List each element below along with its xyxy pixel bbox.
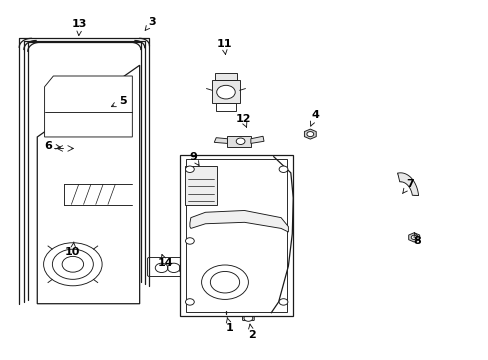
Polygon shape (397, 173, 418, 195)
FancyBboxPatch shape (184, 161, 208, 181)
FancyBboxPatch shape (147, 257, 181, 276)
Polygon shape (184, 166, 216, 205)
Circle shape (306, 132, 313, 136)
Text: 6: 6 (44, 141, 60, 151)
Circle shape (222, 310, 229, 315)
Text: 10: 10 (65, 242, 81, 257)
Text: 4: 4 (310, 111, 319, 126)
Polygon shape (189, 211, 288, 232)
Circle shape (185, 238, 194, 244)
Circle shape (279, 166, 287, 172)
Circle shape (410, 235, 416, 239)
Circle shape (185, 166, 194, 172)
Polygon shape (180, 155, 293, 316)
Text: 13: 13 (72, 19, 87, 36)
Bar (216, 103, 235, 111)
Text: 1: 1 (225, 317, 233, 333)
Text: 11: 11 (216, 39, 231, 55)
Polygon shape (44, 76, 132, 137)
Polygon shape (250, 136, 264, 143)
Text: 2: 2 (247, 324, 255, 340)
Bar (119, 217, 131, 225)
Bar (212, 80, 239, 103)
Text: 5: 5 (111, 96, 126, 107)
Polygon shape (214, 138, 227, 143)
Bar (62, 145, 73, 151)
Text: 9: 9 (189, 152, 199, 166)
Bar (242, 309, 254, 312)
Text: 12: 12 (235, 114, 250, 127)
FancyBboxPatch shape (242, 311, 254, 320)
Circle shape (279, 299, 287, 305)
Text: 7: 7 (402, 179, 413, 194)
Circle shape (236, 138, 244, 144)
Circle shape (216, 85, 235, 99)
Polygon shape (37, 65, 140, 304)
Bar (227, 135, 250, 147)
Text: 14: 14 (157, 255, 172, 268)
Polygon shape (179, 264, 186, 271)
Text: 8: 8 (413, 233, 421, 246)
Circle shape (190, 166, 203, 176)
Bar (215, 73, 236, 80)
Circle shape (185, 299, 194, 305)
Text: 3: 3 (145, 17, 155, 31)
Circle shape (244, 315, 252, 321)
